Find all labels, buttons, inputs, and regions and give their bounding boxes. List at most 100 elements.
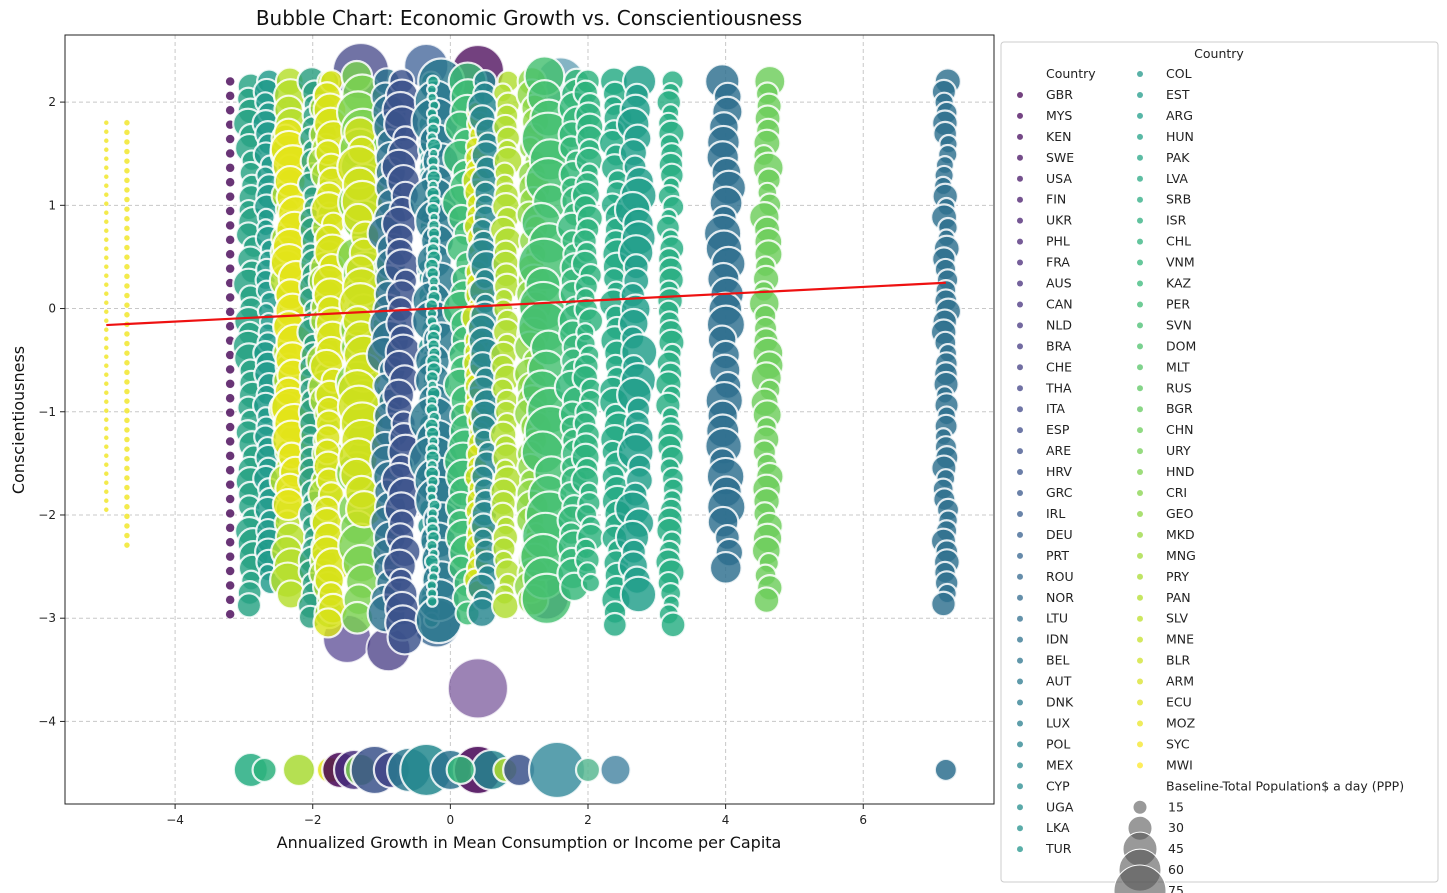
legend-size-marker bbox=[1132, 799, 1148, 815]
data-bubble bbox=[225, 292, 235, 303]
x-tick-label: 0 bbox=[447, 813, 455, 827]
legend-entry-label: MWI bbox=[1166, 757, 1193, 772]
data-bubble bbox=[103, 317, 110, 324]
data-bubble bbox=[225, 566, 235, 576]
data-bubble bbox=[425, 595, 439, 608]
legend-marker bbox=[1017, 469, 1023, 476]
legend-marker bbox=[1017, 301, 1023, 308]
legend-entry-label: MLT bbox=[1166, 359, 1190, 374]
data-bubble bbox=[123, 407, 131, 415]
data-bubble bbox=[225, 91, 235, 101]
data-bubble bbox=[225, 537, 235, 548]
legend-marker bbox=[1137, 196, 1143, 203]
data-bubble bbox=[123, 465, 131, 472]
x-tick-label: −4 bbox=[166, 813, 184, 827]
x-tick-label: −2 bbox=[304, 813, 322, 827]
legend-marker bbox=[1017, 406, 1023, 413]
legend-marker bbox=[1017, 762, 1023, 769]
legend-entry-label: RUS bbox=[1166, 380, 1192, 395]
data-bubble bbox=[446, 657, 509, 720]
data-bubble bbox=[123, 426, 131, 434]
data-bubble bbox=[123, 311, 131, 319]
data-bubble bbox=[580, 572, 602, 594]
data-bubble bbox=[659, 611, 687, 639]
legend-marker bbox=[1137, 406, 1143, 413]
data-bubble bbox=[103, 434, 110, 441]
legend-marker bbox=[1137, 91, 1143, 98]
legend-marker bbox=[1017, 448, 1023, 455]
data-bubble bbox=[123, 532, 131, 539]
legend-marker bbox=[1017, 510, 1023, 517]
legend-entry-label: PER bbox=[1166, 296, 1190, 311]
legend-entry-label: CHE bbox=[1046, 359, 1072, 374]
data-bubble bbox=[103, 227, 110, 234]
data-bubble bbox=[225, 134, 235, 144]
legend-entry-label: HUN bbox=[1166, 129, 1194, 144]
data-bubble bbox=[225, 494, 235, 504]
data-bubble bbox=[599, 753, 632, 787]
legend-marker bbox=[1137, 510, 1143, 517]
legend-entry-label: HND bbox=[1166, 464, 1194, 479]
data-bubble bbox=[123, 397, 131, 405]
data-bubble bbox=[103, 191, 110, 198]
legend-entry-label: PRY bbox=[1166, 569, 1189, 584]
legend-marker bbox=[1017, 804, 1023, 811]
legend-entry-label: SLV bbox=[1166, 611, 1189, 626]
data-bubble bbox=[103, 146, 110, 153]
data-bubble bbox=[123, 388, 131, 395]
data-bubble bbox=[225, 105, 235, 116]
legend-marker bbox=[1137, 427, 1143, 434]
legend-entry-label: SVN bbox=[1166, 317, 1192, 332]
legend-entry-label: ROU bbox=[1046, 569, 1074, 584]
data-bubble bbox=[123, 225, 131, 232]
legend-marker bbox=[1017, 573, 1023, 580]
legend-marker bbox=[1137, 71, 1143, 77]
legend-entry-label: GBR bbox=[1046, 87, 1073, 102]
legend-entry-label: BEL bbox=[1046, 653, 1069, 668]
data-bubble bbox=[123, 138, 131, 146]
legend-marker bbox=[1137, 636, 1143, 643]
data-bubble bbox=[103, 182, 110, 189]
legend-marker bbox=[1137, 594, 1143, 601]
legend-marker bbox=[1137, 259, 1143, 266]
data-bubble bbox=[930, 590, 957, 618]
data-bubble bbox=[123, 234, 131, 242]
y-tick-label: −4 bbox=[38, 714, 56, 728]
data-bubble bbox=[123, 253, 131, 261]
data-bubble bbox=[103, 119, 110, 126]
legend-entry-label: ESP bbox=[1046, 422, 1070, 437]
data-bubble bbox=[103, 272, 110, 279]
data-bubble bbox=[103, 479, 110, 486]
data-bubble bbox=[225, 263, 235, 274]
data-bubble bbox=[103, 299, 110, 306]
legend-marker bbox=[1017, 217, 1023, 224]
legend-marker bbox=[1137, 490, 1143, 496]
trend-line bbox=[106, 281, 946, 327]
data-bubble bbox=[123, 119, 131, 127]
data-bubble bbox=[123, 205, 131, 213]
data-bubble bbox=[123, 273, 131, 280]
plot-frame bbox=[64, 34, 995, 805]
data-bubble bbox=[225, 393, 235, 404]
y-tick-label: 2 bbox=[48, 95, 56, 109]
legend-entry-label: DOM bbox=[1166, 338, 1196, 353]
data-bubble bbox=[225, 523, 235, 533]
legend-entry-label: LUX bbox=[1046, 715, 1070, 730]
legend-entry-label: BGR bbox=[1166, 401, 1193, 416]
legend-marker bbox=[1137, 343, 1143, 350]
legend-marker bbox=[1137, 364, 1143, 371]
legend-marker bbox=[1017, 112, 1023, 119]
legend-entry-label: EST bbox=[1166, 87, 1190, 102]
legend-entry-label: USA bbox=[1046, 171, 1072, 186]
legend-marker bbox=[1017, 490, 1023, 496]
y-tick-label: −1 bbox=[38, 405, 56, 419]
legend-entry-label: UKR bbox=[1046, 213, 1072, 228]
data-bubble bbox=[225, 609, 235, 620]
data-bubble bbox=[123, 436, 131, 443]
legend-marker bbox=[1137, 552, 1143, 559]
legend-marker bbox=[1137, 133, 1143, 140]
legend-entry-label: GEO bbox=[1166, 506, 1194, 521]
data-bubble bbox=[103, 470, 110, 477]
data-bubble bbox=[103, 398, 110, 405]
data-bubble bbox=[225, 595, 235, 605]
